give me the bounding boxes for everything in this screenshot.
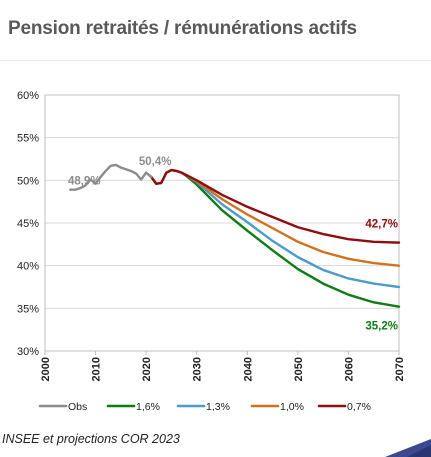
series-lines bbox=[69, 163, 401, 308]
legend-label: 1,6% bbox=[136, 401, 160, 413]
chart-legend: Obs 1,6% 1,3% 1,0% 0,7% bbox=[38, 401, 371, 413]
x-tick-label: 2070 bbox=[394, 357, 406, 381]
data-annotations: 48,9% 50,4% 42,7% 35,2% bbox=[68, 156, 398, 333]
x-tick-label: 2020 bbox=[141, 357, 153, 381]
axes: 30% 35% 40% 45% 50% 55% 60% 2000 2010 2020 2030 204… bbox=[17, 90, 406, 381]
legend-label: Obs bbox=[68, 401, 87, 413]
data-label: 48,9% bbox=[68, 176, 101, 188]
y-tick-label: 30% bbox=[17, 346, 39, 358]
y-tick-label: 40% bbox=[17, 261, 39, 273]
y-tick-label: 60% bbox=[17, 90, 39, 102]
series-line-1 bbox=[150, 168, 401, 308]
x-tick-label: 2050 bbox=[293, 357, 305, 381]
grid-lines bbox=[45, 94, 399, 352]
data-label: 35,2% bbox=[365, 321, 398, 333]
y-tick-label: 35% bbox=[17, 303, 39, 315]
data-label: 50,4% bbox=[139, 156, 172, 168]
corner-accent-shape bbox=[385, 439, 431, 457]
x-tick-label: 2060 bbox=[343, 357, 355, 381]
page-title: Pension retraités / rémunérations actifs bbox=[8, 18, 357, 39]
x-tick-label: 2040 bbox=[242, 357, 254, 381]
legend-label: 0,7% bbox=[347, 401, 371, 413]
y-tick-label: 55% bbox=[17, 133, 39, 145]
source-note: INSEE et projections COR 2023 bbox=[2, 432, 180, 446]
y-tick-label: 45% bbox=[17, 218, 39, 230]
pension-ratio-line-chart: 30% 35% 40% 45% 50% 55% 60% 2000 2010 2020 2030 204… bbox=[17, 90, 406, 413]
plot-area-border bbox=[44, 94, 400, 352]
title-divider bbox=[0, 60, 431, 61]
data-label: 42,7% bbox=[365, 219, 398, 231]
x-tick-label: 2010 bbox=[91, 357, 103, 381]
series-line-0 bbox=[69, 163, 153, 191]
legend-label: 1,0% bbox=[280, 401, 304, 413]
x-tick-label: 2030 bbox=[192, 357, 204, 381]
series-line-4 bbox=[150, 168, 401, 244]
legend-label: 1,3% bbox=[206, 401, 230, 413]
x-tick-label: 2000 bbox=[40, 357, 52, 381]
y-tick-label: 50% bbox=[17, 175, 39, 187]
